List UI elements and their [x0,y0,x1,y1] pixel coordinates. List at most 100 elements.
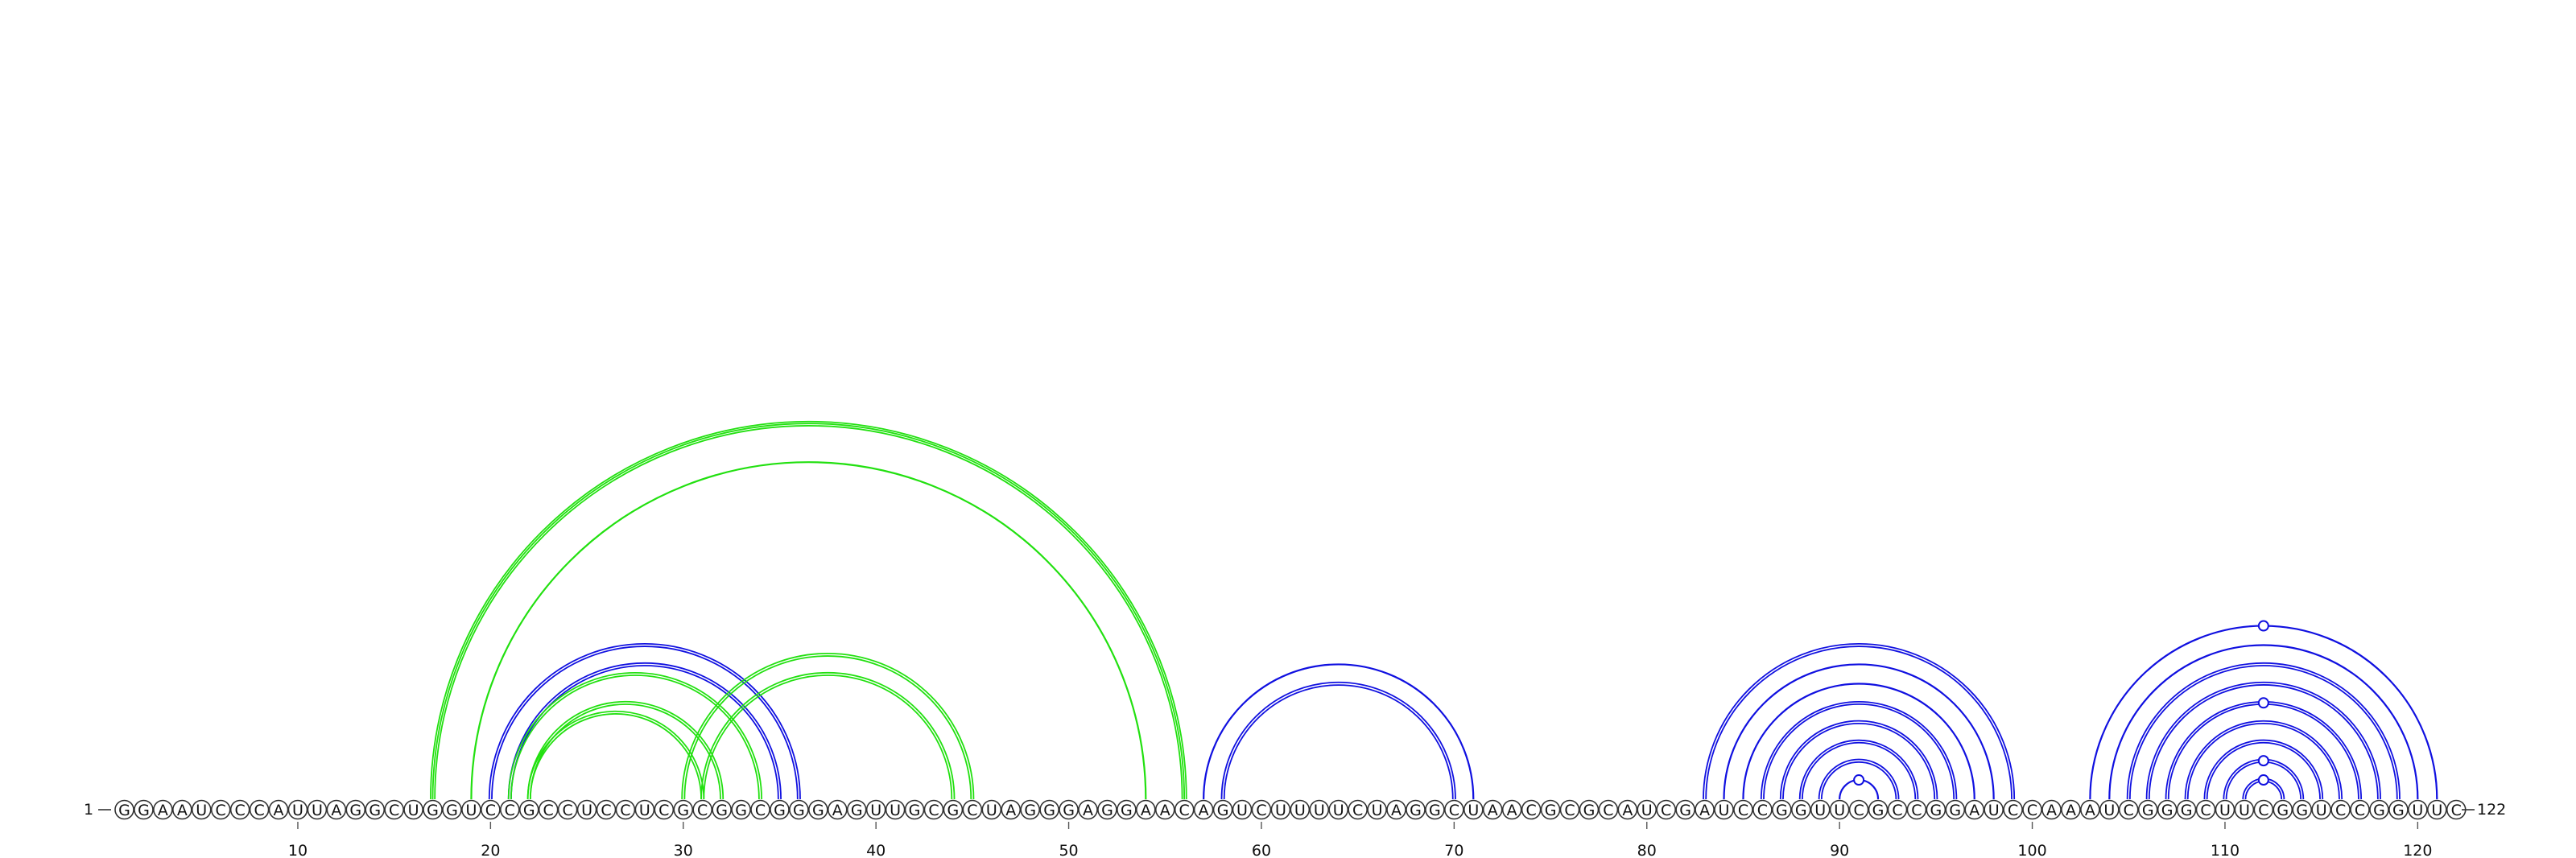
nucleotide-circle [1251,799,1272,820]
nucleotide-circle [789,799,809,820]
nucleotide-circle [2311,799,2331,820]
nucleotide-letter: A [1699,802,1710,819]
nucleotide: C [750,799,770,820]
tick-label: 120 [2403,842,2432,858]
nucleotide-circle [287,799,308,820]
nucleotide: C [1733,799,1753,820]
nucleotide: U [981,799,1002,820]
arc-line [510,674,760,800]
nucleotide: G [1212,799,1233,820]
tick-label: 40 [866,842,886,858]
nucleotide-circle [499,799,520,820]
arc-line [2108,644,2419,800]
nucleotide-circle [1733,799,1753,820]
nucleotide-circle [1810,799,1831,820]
nucleotide: C [210,799,231,820]
nucleotide-letter: U [465,802,477,819]
nucleotide-letter: G [735,802,747,819]
base-pair-arc [2145,681,2381,800]
nucleotide-letter: G [1063,802,1075,819]
nucleotide: U [1984,799,2004,820]
nucleotide-circle [365,799,386,820]
base-pair-arc [488,643,801,800]
nucleotide-letter: C [389,802,399,819]
nucleotide-circle [865,799,886,820]
marker-layer [1853,620,2269,786]
nucleotide: A [1078,799,1098,820]
nucleotide: C [538,799,559,820]
nucleotide-circle [1540,799,1561,820]
arc-line [681,653,975,800]
nucleotide-letter: G [1679,802,1691,819]
nucleotide-circle [1425,799,1445,820]
arc-line [1779,720,1938,800]
nucleotide-letter: A [1141,802,1151,819]
nucleotide-letter: C [1853,802,1864,819]
nucleotide-circle [1772,799,1792,820]
nucleotide: C [615,799,636,820]
nucleotide-letter: G [2392,802,2405,819]
nucleotide-circle [2176,799,2197,820]
nucleotide-letter: C [1757,802,1768,819]
nucleotide: A [153,799,173,820]
nucleotide: U [1463,799,1484,820]
arc-line [1763,703,1955,800]
nucleotide: U [865,799,886,820]
nucleotide-letter: G [1043,802,1055,819]
arc-line [703,674,953,800]
nucleotide-circle [2350,799,2370,820]
base-pair-arc [526,710,705,800]
nucleotide-circle [1444,799,1464,820]
nucleotide-circle [1521,799,1542,820]
nucleotide-circle [923,799,944,820]
nucleotide-circle [2408,799,2428,820]
nucleotide-circle [846,799,867,820]
nucleotide-letter: C [601,802,611,819]
nucleotide-letter: G [2373,802,2385,819]
arc-line [700,671,956,800]
nucleotide-letter: C [2258,802,2268,819]
nucleotide: C [1444,799,1464,820]
nucleotide-circle [2137,799,2158,820]
nucleotide-circle [2080,799,2100,820]
nucleotide-letter: U [581,802,592,819]
nucleotide: C [1174,799,1195,820]
nucleotide-letter: C [216,802,226,819]
nucleotide-circle [576,799,597,820]
nucleotide-circle [596,799,617,820]
nucleotide-circle [1964,799,1985,820]
nucleotide-letter: G [1872,802,1885,819]
nucleotide: A [1386,799,1406,820]
nucleotide-circle [692,799,713,820]
nucleotide-letter: U [986,802,997,819]
arc-line [491,646,799,800]
nucleotide-circle [134,799,154,820]
nucleotide-letter: C [2335,802,2346,819]
nucleotide-letter: C [967,802,977,819]
nucleotide-letter: C [1256,802,1266,819]
nucleotide-letter: C [1738,802,1748,819]
nucleotide: G [1868,799,1889,820]
nucleotide: U [2099,799,2120,820]
nucleotide-letter: A [832,802,843,819]
nucleotide-circle [1501,799,1522,820]
arc-line [2203,739,2324,800]
nucleotide-circle [307,799,328,820]
arc-line [431,423,1186,800]
arc-line [1742,683,1975,800]
nucleotide: C [2022,799,2042,820]
nucleotide-circle [1328,799,1349,820]
nucleotide-circle [1656,799,1676,820]
nucleotide-circle [1406,799,1426,820]
nucleotide-circle [1463,799,1484,820]
base-pair-arc [1779,720,1938,800]
arc-line [488,643,801,800]
tick-label: 100 [2017,842,2046,858]
nucleotide-circle [2118,799,2139,820]
nucleotide-letter: G [118,802,130,819]
nucleotide-letter: A [1199,802,1209,819]
nucleotide-letter: U [1294,802,1306,819]
arc-line [507,671,763,800]
arc-line [1703,643,2016,800]
nucleotide-circle [2388,799,2409,820]
